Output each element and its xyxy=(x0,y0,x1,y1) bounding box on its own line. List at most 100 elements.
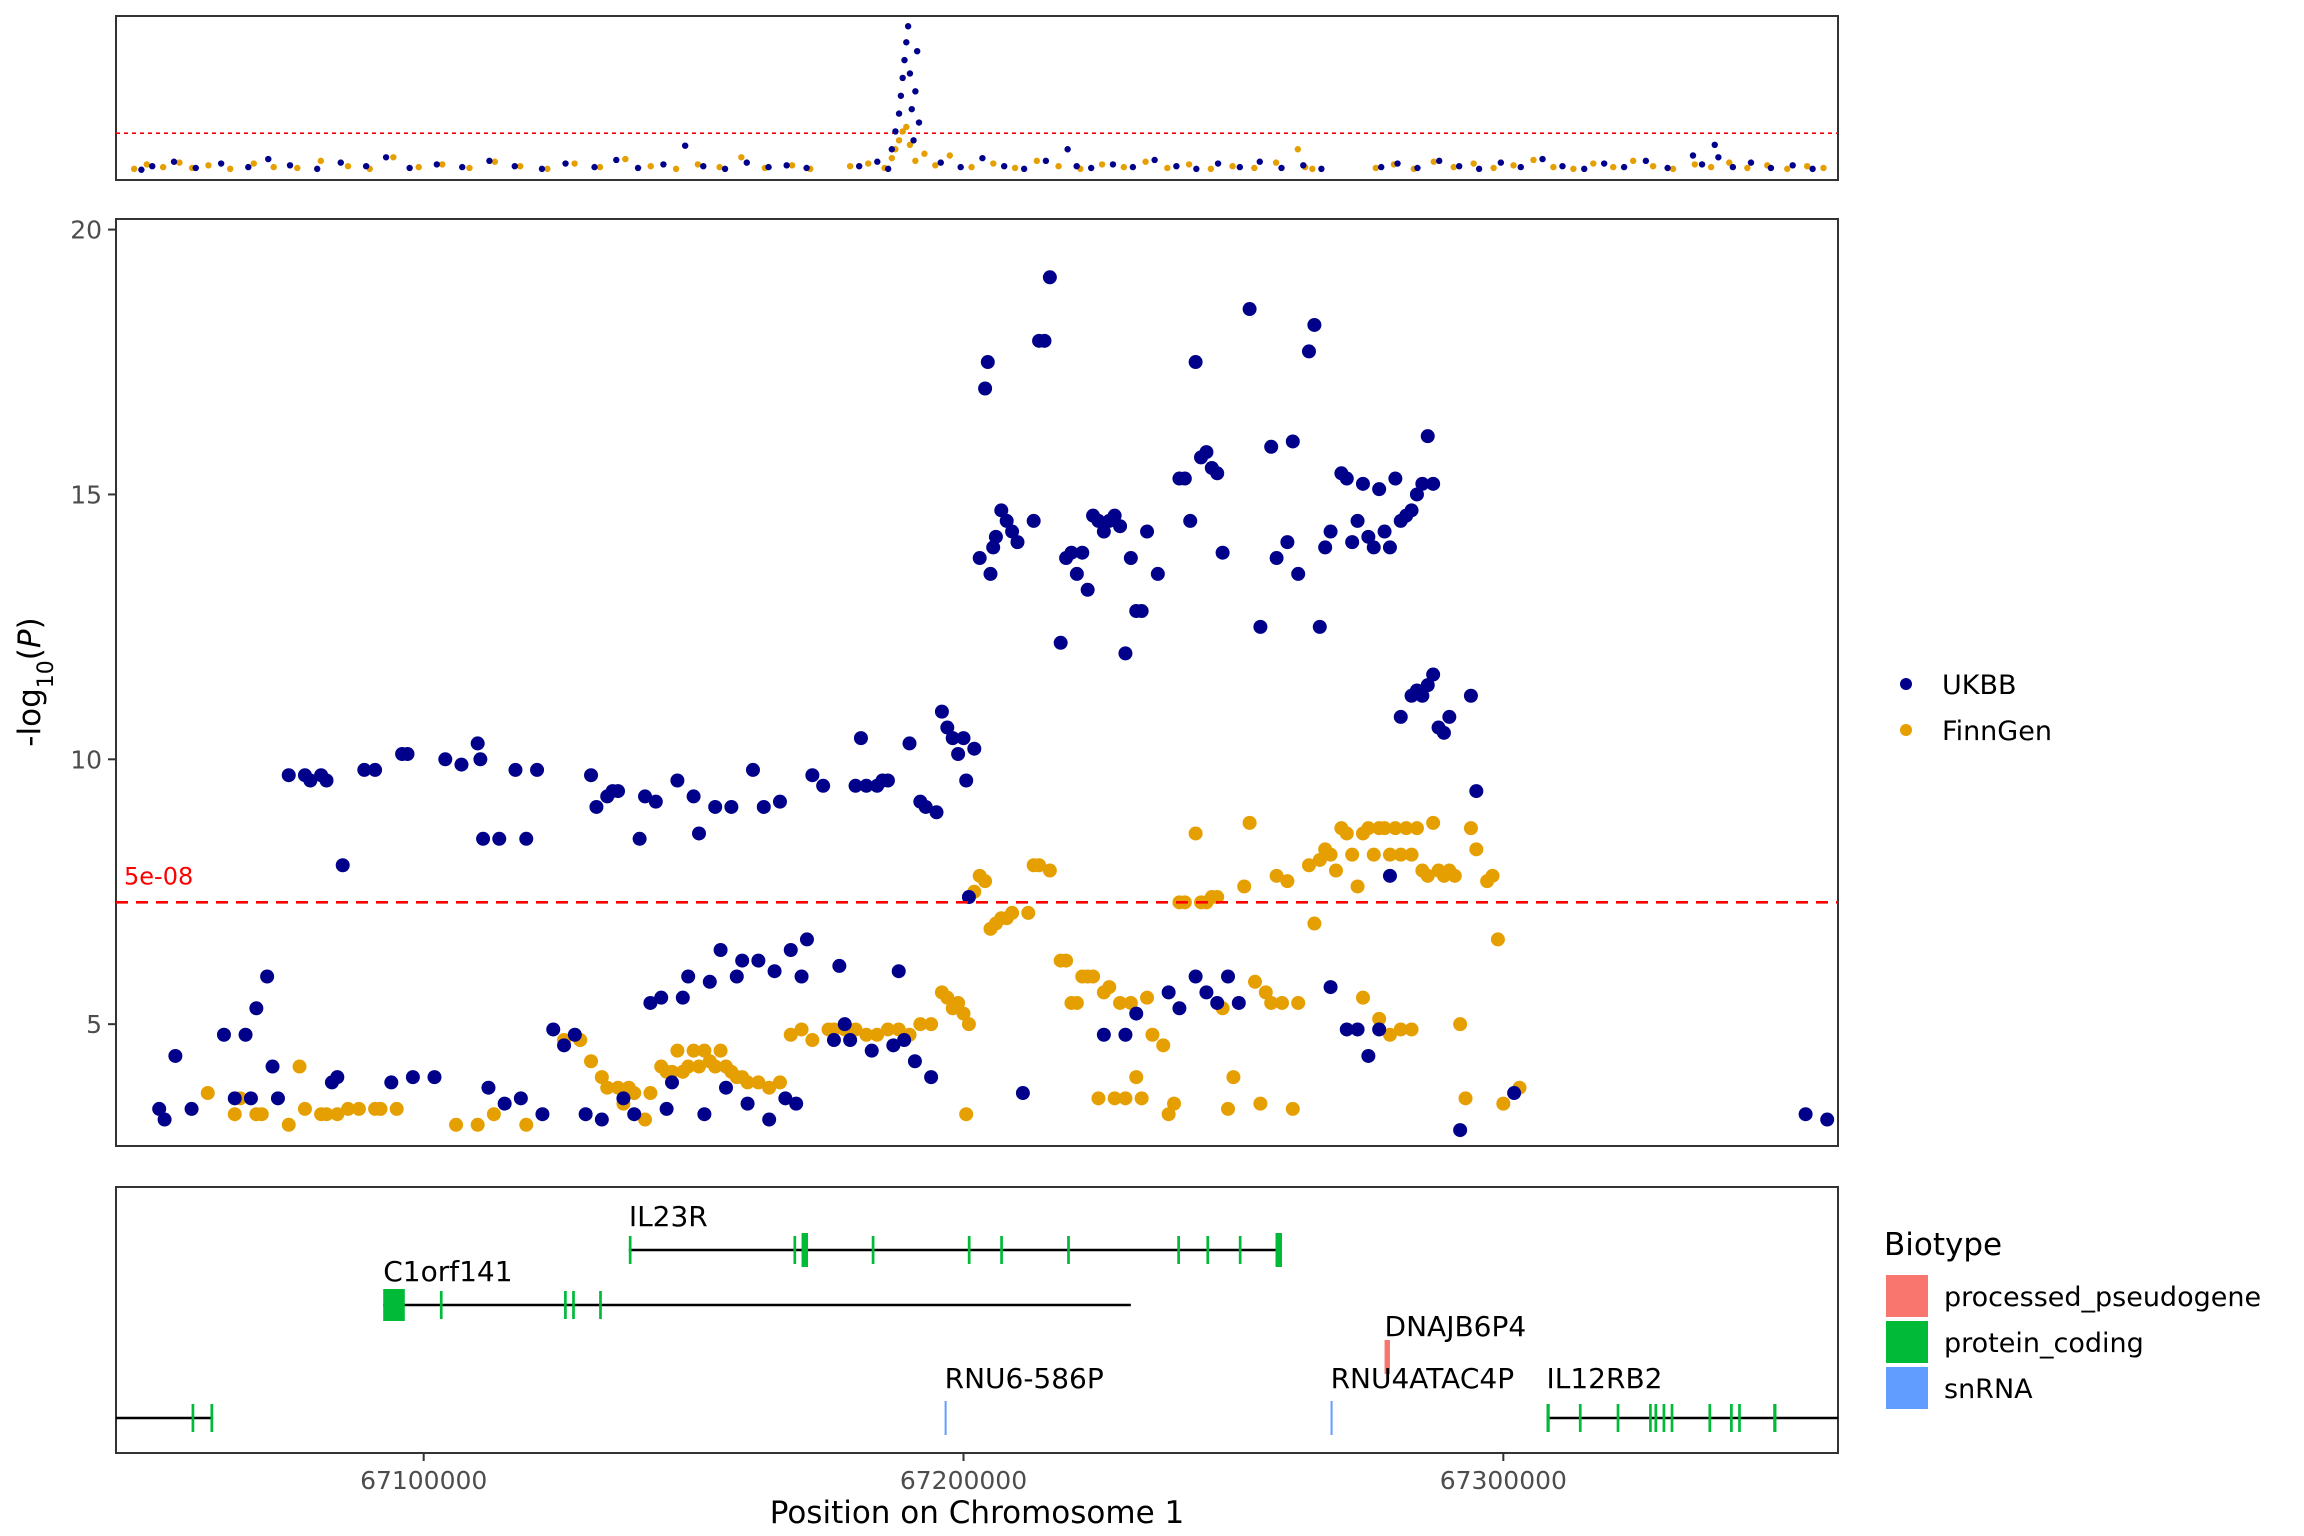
point-ukbb-153 xyxy=(1183,514,1197,528)
point-ukbb-148 xyxy=(1129,1007,1143,1021)
exon-il12rb2-0 xyxy=(1547,1404,1550,1432)
overview-point-ukbb-18 xyxy=(562,160,568,166)
point-ukbb-196 xyxy=(1324,980,1338,994)
overview-point-finngen-69 xyxy=(1510,162,1516,168)
point-ukbb-76 xyxy=(762,1113,776,1127)
point-ukbb-141 xyxy=(1118,646,1132,660)
point-ukbb-82 xyxy=(795,969,809,983)
point-ukbb-123 xyxy=(1010,535,1024,549)
point-ukbb-177 xyxy=(1324,525,1338,539)
point-ukbb-7 xyxy=(249,1001,263,1015)
overview-point-ukbb-57 xyxy=(1130,164,1136,170)
overview-point-ukbb-46 xyxy=(916,119,922,125)
point-ukbb-134 xyxy=(1081,583,1095,597)
exon-il12rb2-3 xyxy=(1649,1404,1652,1432)
overview-point-ukbb-55 xyxy=(1088,165,1094,171)
overview-point-ukbb-49 xyxy=(979,155,985,161)
point-ukbb-73 xyxy=(746,763,760,777)
overview-point-finngen-10 xyxy=(318,158,324,164)
point-ukbb-75 xyxy=(757,800,771,814)
point-ukbb-114 xyxy=(973,551,987,565)
point-finngen-70 xyxy=(959,1107,973,1121)
point-finngen-85 xyxy=(1059,954,1073,968)
legend-key-protein-coding xyxy=(1886,1321,1928,1363)
overview-point-finngen-55 xyxy=(1208,166,1214,172)
overview-point-ukbb-86 xyxy=(1730,164,1736,170)
overview-point-ukbb-29 xyxy=(803,165,809,171)
exon-il23r-3 xyxy=(872,1236,875,1264)
point-ukbb-160 xyxy=(1172,1001,1186,1015)
overview-point-ukbb-38 xyxy=(901,57,907,63)
overview-point-ukbb-74 xyxy=(1518,164,1524,170)
overview-point-ukbb-53 xyxy=(1064,146,1070,152)
overview-point-finngen-84 xyxy=(1804,163,1810,169)
overview-point-ukbb-82 xyxy=(1690,152,1696,158)
overview-point-ukbb-17 xyxy=(539,166,545,172)
overview-point-finngen-74 xyxy=(1610,164,1616,170)
overview-point-finngen-23 xyxy=(648,163,654,169)
point-finngen-1 xyxy=(228,1107,242,1121)
point-ukbb-179 xyxy=(1340,472,1354,486)
legend-label-protein-coding: protein_coding xyxy=(1944,1328,2144,1359)
overview-point-ukbb-34 xyxy=(892,128,898,134)
point-ukbb-106 xyxy=(935,705,949,719)
overview-point-finngen-2 xyxy=(160,164,166,170)
point-ukbb-184 xyxy=(1367,540,1381,554)
point-finngen-42 xyxy=(714,1044,728,1058)
point-ukbb-96 xyxy=(881,773,895,787)
point-ukbb-1 xyxy=(158,1113,172,1127)
overview-point-ukbb-26 xyxy=(744,159,750,165)
exon-il23r-5 xyxy=(1000,1236,1003,1264)
point-ukbb-93 xyxy=(865,1044,879,1058)
point-ukbb-99 xyxy=(897,1033,911,1047)
point-ukbb-68 xyxy=(719,1081,733,1095)
exon-c1orf141-0 xyxy=(383,1289,405,1321)
point-ukbb-167 xyxy=(1253,620,1267,634)
overview-point-ukbb-51 xyxy=(1021,166,1027,172)
overview-point-ukbb-78 xyxy=(1601,160,1607,166)
overview-point-ukbb-70 xyxy=(1436,158,1442,164)
overview-point-finngen-61 xyxy=(1309,166,1315,172)
main-panel: 5e-08 5101520 -log10(P) xyxy=(12,216,1838,1146)
exon-il12rb2-5 xyxy=(1663,1404,1666,1432)
point-ukbb-65 xyxy=(703,975,717,989)
point-ukbb-31 xyxy=(476,832,490,846)
overview-point-finngen-1 xyxy=(144,161,150,167)
point-ukbb-43 xyxy=(579,1107,593,1121)
point-ukbb-199 xyxy=(1361,1049,1375,1063)
point-finngen-134 xyxy=(1345,848,1359,862)
point-ukbb-33 xyxy=(492,832,506,846)
point-ukbb-209 xyxy=(1437,726,1451,740)
overview-point-ukbb-47 xyxy=(938,159,944,165)
overview-point-finngen-68 xyxy=(1490,165,1496,171)
point-ukbb-171 xyxy=(1286,434,1300,448)
overview-point-ukbb-0 xyxy=(138,167,144,173)
overview-point-finngen-43 xyxy=(947,152,953,158)
point-ukbb-42 xyxy=(568,1028,582,1042)
point-ukbb-34 xyxy=(498,1097,512,1111)
point-ukbb-133 xyxy=(1075,546,1089,560)
point-ukbb-185 xyxy=(1372,482,1386,496)
overview-point-ukbb-1 xyxy=(149,163,155,169)
point-finngen-138 xyxy=(1367,848,1381,862)
point-finngen-167 xyxy=(1405,1022,1419,1036)
overview-point-ukbb-9 xyxy=(338,159,344,165)
legend-marker-finngen xyxy=(1900,724,1912,736)
overview-point-ukbb-71 xyxy=(1456,163,1462,169)
overview-point-finngen-76 xyxy=(1650,163,1656,169)
point-ukbb-214 xyxy=(1507,1086,1521,1100)
overview-point-ukbb-68 xyxy=(1394,160,1400,166)
point-ukbb-191 xyxy=(1405,503,1419,517)
point-ukbb-26 xyxy=(427,1070,441,1084)
overview-point-ukbb-27 xyxy=(765,164,771,170)
overview-point-finngen-11 xyxy=(345,163,351,169)
point-ukbb-70 xyxy=(730,969,744,983)
overview-point-finngen-31 xyxy=(847,163,853,169)
point-ukbb-11 xyxy=(271,1091,285,1105)
point-ukbb-109 xyxy=(951,747,965,761)
overview-point-ukbb-56 xyxy=(1110,161,1116,167)
point-ukbb-77 xyxy=(768,964,782,978)
point-finngen-34 xyxy=(670,1044,684,1058)
point-finngen-149 xyxy=(1426,816,1440,830)
point-ukbb-46 xyxy=(595,1113,609,1127)
